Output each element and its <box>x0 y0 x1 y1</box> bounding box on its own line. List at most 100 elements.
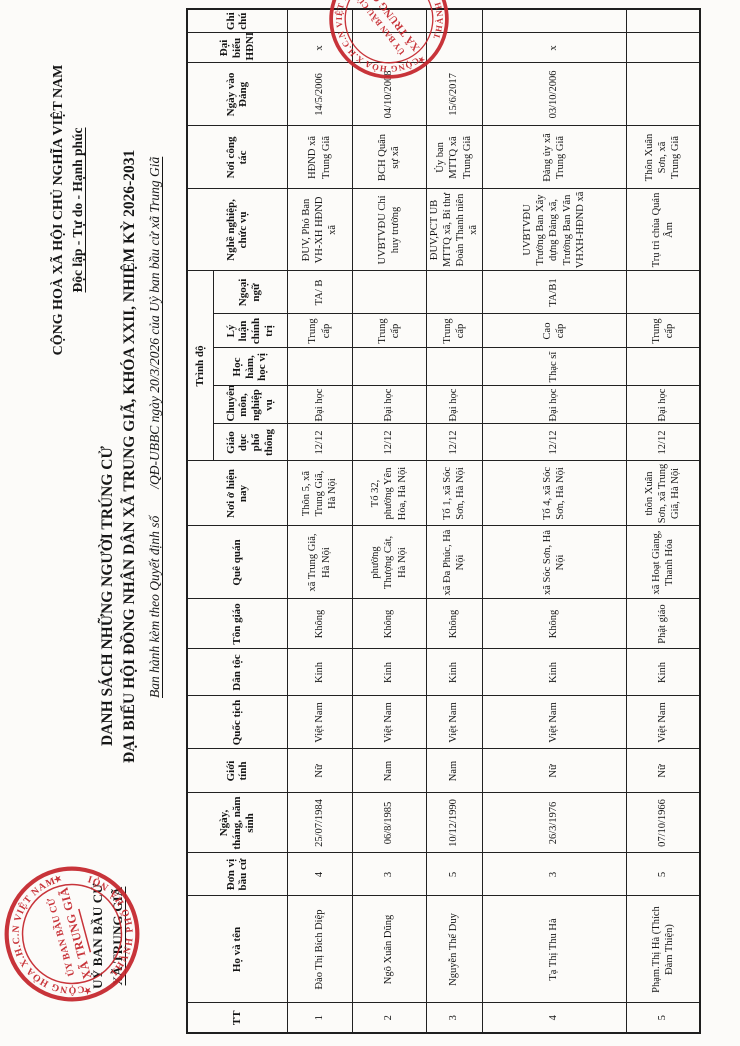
table-cell: Đại học <box>426 386 482 424</box>
table-row: 4 Tạ Thị Thu Hà 3 26/3/1976 Nữ Việt Nam Kinh Kh… <box>482 8 626 1033</box>
table-cell <box>426 348 482 386</box>
table-cell <box>626 32 700 63</box>
table-cell: xã Hoạt Giang, Thanh Hóa <box>626 526 700 599</box>
motto-line2: Độc lập - Tự do - Hạnh phúc <box>70 127 85 293</box>
table-cell <box>482 8 626 33</box>
table-cell: Tổ 4, xã Sóc Sơn, Hà Nội <box>482 461 626 526</box>
table-cell: Đại học <box>482 386 626 424</box>
table-cell: ĐUV, Phó Ban VH-XH HĐND xã <box>287 188 352 271</box>
elected-delegates-table: TT Họ và tên Đơn vị bầu cử Ngày, tháng, … <box>186 7 701 1034</box>
sub-header-academic-title: Học hàm, học vị <box>213 348 287 386</box>
table-cell: 1 <box>287 1003 352 1033</box>
table-row: 1 Đào Thị Bích Diệp 4 25/07/1984 Nữ Việt Nam K… <box>287 8 352 1033</box>
table-cell: Phạm.Thị Hà (Thích Đàm Thiện) <box>626 896 700 1003</box>
table-cell: 3 <box>482 853 626 896</box>
table-cell <box>352 270 426 314</box>
table-cell: Kinh <box>352 649 426 696</box>
table-cell: 5 <box>626 853 700 896</box>
table-cell: 26/3/1976 <box>482 793 626 853</box>
table-cell: Việt Nam <box>626 696 700 749</box>
sub-header-general-education: Giáo dục phổ thông <box>213 424 287 461</box>
table-cell: Cao cấp <box>482 314 626 348</box>
stamp-center-underline <box>78 908 92 953</box>
table-cell: xã Sóc Sơn, Hà Nội <box>482 526 626 599</box>
table-cell: 4 <box>287 853 352 896</box>
col-header-tt: TT <box>187 1003 287 1033</box>
document-subtitle: Ban hành kèm theo Quyết định số /QĐ-UBBC… <box>147 156 162 698</box>
table-cell <box>426 270 482 314</box>
table-cell: 07/10/1966 <box>626 793 700 853</box>
table-cell: Việt Nam <box>287 696 352 749</box>
document-title-line1: DANH SÁCH NHỮNG NGƯỜI TRÚNG CỬ <box>99 446 116 746</box>
table-cell: xã Đa Phúc, Hà Nội <box>426 526 482 599</box>
table-cell: Kinh <box>626 649 700 696</box>
table-cell <box>626 8 700 33</box>
col-header-hometown: Quê quán <box>187 526 287 599</box>
table-cell: xã Trung Giã, Hà Nội <box>287 526 352 599</box>
table-cell: Tổ 1, xã Sóc Sơn, Hà Nội <box>426 461 482 526</box>
table-header: TT Họ và tên Đơn vị bầu cử Ngày, tháng, … <box>187 8 287 1033</box>
table-cell: Không <box>287 599 352 649</box>
table-cell: Đại học <box>352 386 426 424</box>
table-cell: Phật giáo <box>626 599 700 649</box>
table-cell: Nữ <box>626 749 700 793</box>
table-cell: Nam <box>352 749 426 793</box>
table-cell: Tổ 32, phường Yên Hòa, Hà Nội <box>352 461 426 526</box>
stamp-inner-ring <box>344 0 434 64</box>
table-cell: Đại học <box>626 386 700 424</box>
col-header-religion: Tôn giáo <box>187 599 287 649</box>
col-group-header-qualifications: Trình độ <box>187 270 213 461</box>
table-cell: 5 <box>426 853 482 896</box>
table-cell: phường Thượng Cát, Hà Nội <box>352 526 426 599</box>
table-cell: BCH Quân sự xã <box>352 125 426 189</box>
table-cell: Thạc sĩ <box>482 348 626 386</box>
table-cell: 12/12 <box>626 424 700 461</box>
table-cell: Không <box>482 599 626 649</box>
national-motto-block: CỘNG HOÀ XÃ HỘI CHỦ NGHĨA VIỆT NAM Độc l… <box>50 64 87 356</box>
table-cell: Không <box>352 599 426 649</box>
table-cell: Việt Nam <box>352 696 426 749</box>
table-cell: 03/10/2006 <box>482 62 626 126</box>
col-header-workplace: Nơi công tác <box>187 125 287 189</box>
table-row: 3 Nguyễn Thế Duy 5 10/12/1990 Nam Việt Nam Kin… <box>426 8 482 1033</box>
table-cell: x <box>482 32 626 63</box>
table-cell: Kinh <box>482 649 626 696</box>
col-header-gender: Giới tính <box>187 749 287 793</box>
table-cell: Đại học <box>287 386 352 424</box>
col-header-dob: Ngày, tháng, năm sinh <box>187 793 287 853</box>
table-cell: 5 <box>626 1003 700 1033</box>
stamp-outer-ring <box>329 0 449 79</box>
stamp-star-right-icon: ★ <box>51 873 65 885</box>
table-cell: Nữ <box>482 749 626 793</box>
table-cell: Trụ trì chùa Quán Âm <box>626 188 700 271</box>
table-cell: Đào Thị Bích Diệp <box>287 896 352 1003</box>
table-cell: Trung cấp <box>426 314 482 348</box>
table-cell: Trung cấp <box>352 314 426 348</box>
table-cell: Trung cấp <box>626 314 700 348</box>
table-cell: 3 <box>352 853 426 896</box>
col-header-ethnicity: Dân tộc <box>187 649 287 696</box>
table-cell: Thôn Xuân Sơn, xã Trung Giã <box>626 125 700 189</box>
stamp-inner-ring <box>21 883 123 985</box>
table-cell: UVBTVĐU Chỉ huy trưởng <box>352 188 426 271</box>
table-cell: Không <box>426 599 482 649</box>
document-title-line2: ĐẠI BIỂU HỘI ĐỒNG NHÂN DÂN XÃ TRUNG GIÃ,… <box>121 149 138 763</box>
table-cell: 3 <box>426 1003 482 1033</box>
table-cell: 10/12/1990 <box>426 793 482 853</box>
table-cell: thôn Xuân Sơn, xã Trung Giã, Hà Nội <box>626 461 700 526</box>
col-header-nationality: Quốc tịch <box>187 696 287 749</box>
table-cell: 25/07/1984 <box>287 793 352 853</box>
table-body: 1 Đào Thị Bích Diệp 4 25/07/1984 Nữ Việt Nam K… <box>287 8 700 1033</box>
table-cell <box>287 348 352 386</box>
table-cell: HĐND xã Trung Giã <box>287 125 352 189</box>
table-cell: Nguyễn Thế Duy <box>426 896 482 1003</box>
table-cell: TA/B1 <box>482 270 626 314</box>
table-cell: Ngô Xuân Dũng <box>352 896 426 1003</box>
table-cell: 12/12 <box>287 424 352 461</box>
table-cell: Việt Nam <box>426 696 482 749</box>
table-cell: Nữ <box>287 749 352 793</box>
table-cell <box>626 348 700 386</box>
table-cell <box>626 270 700 314</box>
